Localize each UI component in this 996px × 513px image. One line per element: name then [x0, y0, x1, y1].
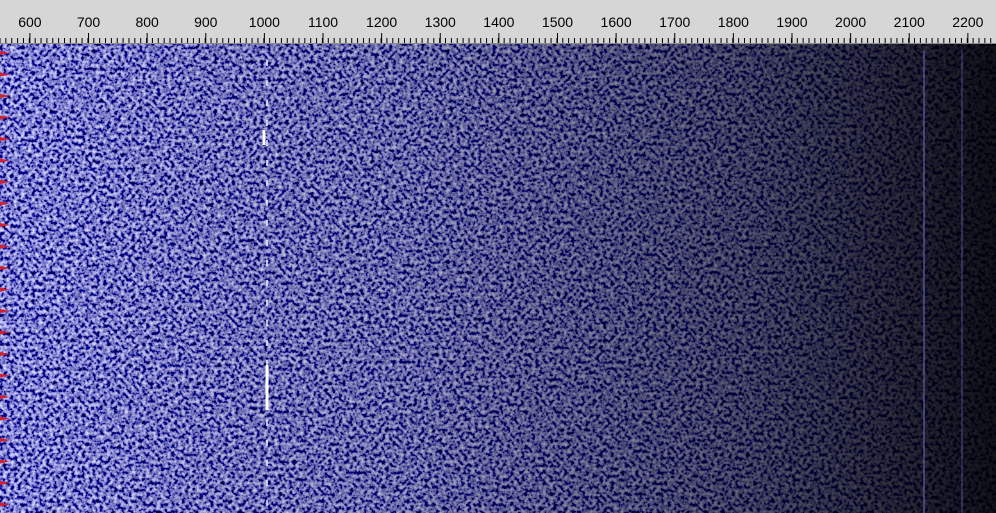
time-marker [0, 309, 10, 313]
time-markers [0, 51, 10, 507]
tick-label: 1400 [483, 14, 514, 30]
time-marker [0, 481, 10, 485]
tick-label: 1600 [601, 14, 632, 30]
tick-label: 700 [77, 14, 101, 30]
time-marker [0, 158, 10, 163]
tick-label: 1000 [249, 14, 280, 30]
time-marker [0, 201, 10, 206]
tick-label: 600 [18, 14, 42, 30]
tick-label: 800 [135, 14, 159, 30]
tick-label: 1100 [308, 14, 338, 30]
spectrogram [0, 44, 996, 513]
tick-label: 1200 [366, 14, 397, 30]
time-marker [0, 352, 10, 356]
tick-label: 2100 [894, 14, 925, 30]
time-marker [0, 137, 10, 141]
tick-label: 1700 [659, 14, 690, 30]
time-marker [0, 438, 10, 442]
time-marker [0, 51, 10, 55]
tick-label: 1900 [776, 14, 807, 30]
time-marker [0, 266, 10, 270]
frequency-ruler [0, 0, 996, 44]
tick-label: 2000 [835, 14, 866, 30]
time-marker [0, 244, 10, 249]
ruler-ticks: 600 700 800 900 1000 1100 1200 1300 1400 1500 1600… [0, 14, 992, 43]
time-marker [0, 223, 10, 227]
tick-label: 1500 [542, 14, 573, 30]
time-marker [0, 373, 10, 378]
time-marker [0, 72, 10, 77]
tick-label: 900 [194, 14, 218, 30]
tick-label: 1800 [718, 14, 749, 30]
time-marker [0, 115, 10, 120]
time-marker [0, 180, 10, 184]
time-marker [0, 459, 10, 464]
time-marker [0, 94, 10, 98]
time-marker [0, 287, 10, 292]
time-marker [0, 330, 10, 335]
time-marker [0, 502, 10, 507]
time-marker [0, 416, 10, 421]
tick-label: 1300 [425, 14, 456, 30]
tick-label: 2200 [952, 14, 983, 30]
time-marker [0, 395, 10, 399]
